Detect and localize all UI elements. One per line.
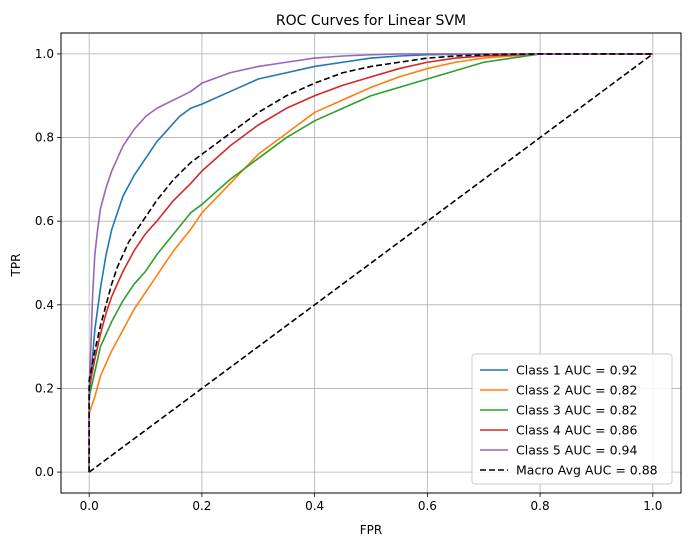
legend-label-4: Class 5 AUC = 0.94	[516, 443, 638, 458]
x-tick-label-5: 1.0	[643, 499, 662, 513]
y-tick-label-0: 0.0	[35, 465, 54, 479]
series-line-4	[88, 53, 653, 473]
y-tick-label-4: 0.8	[35, 131, 54, 145]
y-tick-label-2: 0.4	[35, 298, 54, 312]
series-line-5	[88, 53, 653, 473]
y-tick-label-5: 1.0	[35, 47, 54, 61]
series-line-2	[88, 53, 653, 473]
x-tick-label-2: 0.4	[305, 499, 324, 513]
grid	[61, 33, 681, 493]
legend-label-3: Class 4 AUC = 0.86	[516, 423, 638, 438]
y-tick-label-1: 0.2	[35, 381, 54, 395]
plot-frame	[60, 32, 682, 494]
ticks: 0.0 0.2 0.4 0.6 0.8 1.0 0.0 0.2 0.4 0.6 0.8 1.0	[35, 47, 662, 513]
series-line-0	[88, 53, 653, 473]
x-tick-label-4: 0.8	[531, 499, 550, 513]
legend-label-0: Class 1 AUC = 0.92	[516, 363, 637, 378]
legend-box	[471, 353, 673, 485]
y-axis-label: TPR	[9, 254, 23, 278]
series-lines	[88, 53, 654, 473]
legend: Class 1 AUC = 0.92 Class 2 AUC = 0.82 Clas…	[471, 353, 673, 485]
y-tick-label-3: 0.6	[35, 214, 54, 228]
x-axis-label: FPR	[360, 523, 382, 537]
x-tick-label-0: 0.0	[80, 499, 99, 513]
legend-label-1: Class 2 AUC = 0.82	[516, 383, 637, 398]
legend-label-5: Macro Avg AUC = 0.88	[516, 463, 658, 478]
x-tick-label-3: 0.6	[418, 499, 437, 513]
x-tick-label-1: 0.2	[192, 499, 211, 513]
legend-label-2: Class 3 AUC = 0.82	[516, 403, 637, 418]
series-line-3	[88, 53, 653, 473]
chart-title: ROC Curves for Linear SVM	[276, 13, 466, 29]
